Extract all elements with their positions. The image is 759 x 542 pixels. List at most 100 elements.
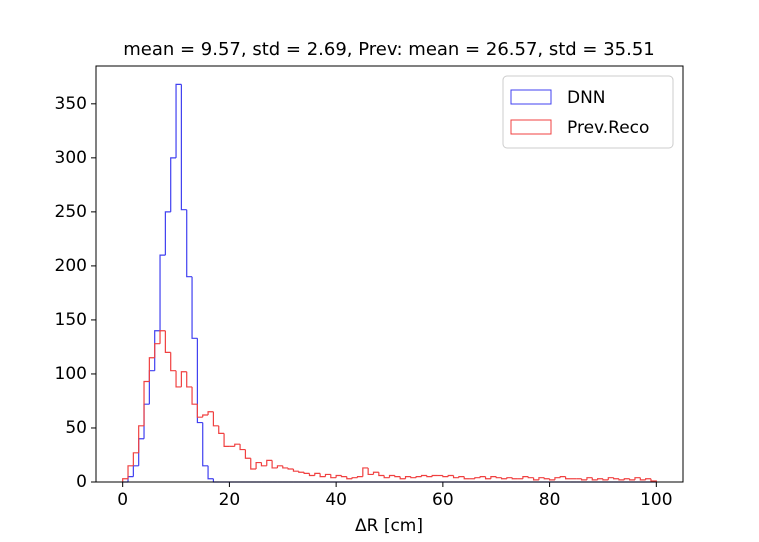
histogram-bin: [591, 477, 598, 481]
histogram-bin: [639, 477, 646, 481]
histogram-bin: [239, 444, 246, 451]
histogram-bin: [618, 478, 625, 481]
histogram-bin: [148, 357, 155, 382]
histogram-bin: [223, 433, 230, 447]
x-tick-label: 80: [539, 490, 561, 510]
histogram-bin: [154, 330, 161, 371]
histogram-bin: [132, 452, 139, 466]
histogram-bin: [202, 422, 209, 467]
histogram-bin: [394, 475, 401, 478]
histogram-bin: [479, 475, 486, 478]
histogram-bin: [340, 475, 347, 478]
legend-swatch: [510, 119, 552, 135]
histogram-bin: [367, 467, 374, 476]
histogram-bin: [623, 478, 630, 480]
plot-frame: [95, 65, 684, 483]
histogram-bin: [132, 465, 139, 477]
y-tick-label: 250: [55, 202, 87, 222]
histogram-bin: [250, 458, 257, 470]
y-tick-label: 50: [65, 418, 87, 438]
histogram-bin: [202, 414, 209, 418]
histogram-bin: [356, 475, 363, 478]
legend-label: Prev.Reco: [567, 118, 649, 138]
histogram-bin: [324, 473, 331, 477]
histogram-bin: [175, 370, 182, 388]
histogram-bin: [506, 477, 513, 479]
histogram-bin: [602, 478, 609, 481]
histogram-bin: [404, 475, 411, 479]
histogram-bin: [383, 475, 390, 479]
histogram-bin: [212, 411, 219, 427]
histogram-bin: [597, 478, 603, 480]
histogram-bin: [474, 477, 481, 479]
histogram-bin: [319, 473, 326, 478]
x-tick-label: 100: [640, 490, 672, 510]
histogram-bin: [399, 476, 406, 480]
y-tick-label: 300: [55, 148, 87, 168]
histogram-bin: [372, 471, 379, 475]
histogram-bin: [154, 343, 161, 358]
histogram-bin: [378, 472, 385, 477]
histogram-bin: [442, 475, 449, 478]
histogram-bin: [148, 370, 155, 405]
histogram-bin: [143, 403, 150, 439]
x-tick-label: 20: [219, 490, 241, 510]
histogram-bin: [298, 471, 305, 473]
histogram-bin: [565, 476, 571, 480]
histogram-bin: [191, 386, 198, 405]
histogram-bin: [255, 461, 262, 470]
histogram-bin: [180, 84, 187, 211]
x-axis-label: ΔR [cm]: [355, 516, 423, 536]
histogram-bin: [495, 476, 502, 479]
y-tick-label: 350: [55, 94, 87, 114]
histogram-bin: [186, 371, 193, 388]
histogram-bin: [613, 477, 619, 480]
histogram-bin: [314, 472, 321, 476]
histogram-bin: [586, 477, 593, 480]
legend-swatch: [510, 89, 552, 105]
histogram-bin: [490, 475, 497, 479]
histogram-bin: [330, 474, 337, 479]
histogram-bin: [159, 254, 166, 331]
histogram-bin: [303, 472, 310, 474]
histogram-bin: [260, 462, 267, 467]
histogram-bin: [447, 474, 454, 477]
histogram-bin: [207, 411, 214, 416]
histogram-bin: [207, 465, 214, 480]
histogram-bin: [548, 478, 555, 481]
y-tick-label: 0: [76, 472, 87, 492]
histogram-bin: [335, 474, 342, 478]
histogram-bin: [234, 443, 241, 447]
histogram-bin: [581, 478, 587, 481]
histogram-bin: [287, 467, 294, 470]
x-tick-label: 40: [325, 490, 347, 510]
y-tick-label: 200: [55, 256, 87, 276]
y-tick-label: 150: [55, 310, 87, 330]
legend-box: [502, 75, 674, 149]
histogram-bin: [559, 475, 566, 478]
histogram-bin: [271, 460, 278, 469]
histogram-bin: [282, 465, 289, 469]
histogram-bin: [159, 330, 166, 344]
histogram-bin: [420, 474, 427, 477]
histogram-bin: [522, 475, 529, 479]
histogram-bin: [650, 478, 657, 482]
histogram-bin: [415, 475, 422, 478]
histogram-bin: [138, 438, 145, 466]
histogram-bin: [170, 157, 177, 212]
histogram-bin: [452, 475, 459, 479]
histogram-bin: [645, 478, 651, 480]
histogram-bin: [276, 465, 283, 468]
y-tick-label: 100: [55, 364, 87, 384]
histogram-bin: [127, 475, 134, 482]
histogram-bin: [196, 338, 203, 424]
histogram-bin: [543, 477, 550, 480]
histogram-bin: [164, 330, 171, 353]
histogram-bin: [362, 467, 369, 477]
histogram-bin: [180, 371, 187, 387]
histogram-bin: [634, 477, 641, 480]
histogram-bin: [511, 477, 518, 480]
histogram-bin: [554, 477, 561, 480]
histogram-bin: [266, 459, 273, 466]
x-tick-label: 60: [432, 490, 454, 510]
